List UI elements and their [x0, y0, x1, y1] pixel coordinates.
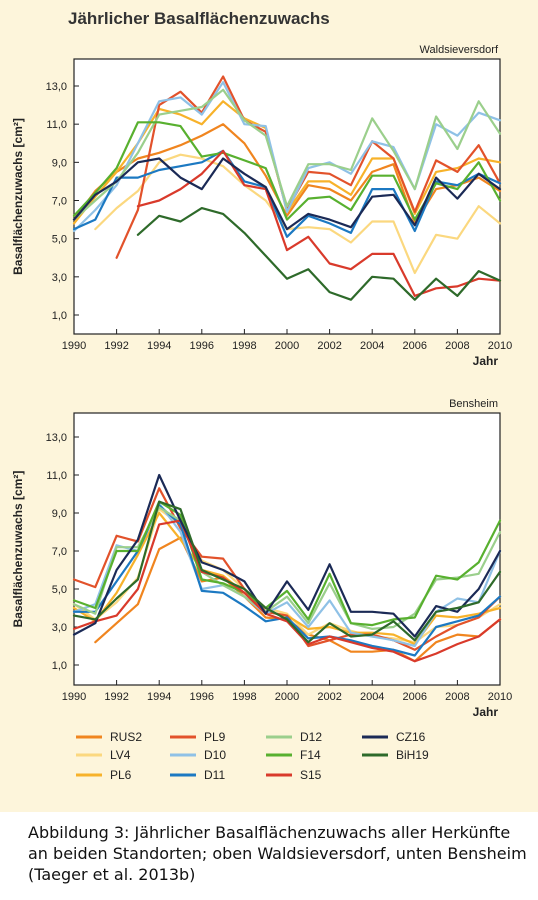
legend-label-lv4: LV4 [110, 748, 131, 762]
legend-label-d11: D11 [204, 768, 225, 782]
top-xtick-label: 1992 [104, 340, 128, 352]
bottom-xtick-label: 1992 [104, 691, 128, 703]
top-xtick-label: 2004 [360, 340, 384, 352]
top-xtick-label: 1996 [190, 340, 214, 352]
top-series-pl9 [115, 75, 502, 259]
top-ytick-label: 7,0 [52, 196, 67, 208]
legend-label-cz16: CZ16 [396, 730, 426, 744]
bottom-series-pl9 [72, 487, 502, 651]
top-series-bih19 [136, 207, 502, 301]
bottom-ytick-label: 11,0 [46, 470, 67, 482]
bottom-series-bih19 [72, 500, 502, 644]
bottom-series-f14 [72, 500, 502, 627]
top-xtick-label: 2006 [403, 340, 427, 352]
top-xtick-label: 2010 [488, 340, 512, 352]
bottom-xtick-label: 2006 [403, 691, 427, 703]
legend-label-rus2: RUS2 [110, 730, 142, 744]
bottom-ytick-label: 5,0 [52, 584, 67, 596]
top-series-d11 [72, 149, 502, 238]
top-ytick-label: 9,0 [52, 157, 67, 169]
top-ytick-label: 13,0 [46, 81, 67, 93]
top-ylabel: Basalflächenzuwachs [cm²] [11, 118, 25, 275]
bottom-ytick-label: 7,0 [52, 546, 67, 558]
legend-label-bih19: BiH19 [396, 748, 429, 762]
legend-label-d10: D10 [204, 748, 226, 762]
bottom-ytick-label: 3,0 [52, 622, 67, 634]
top-ytick-label: 3,0 [52, 272, 67, 284]
legend-label-f14: F14 [300, 748, 321, 762]
top-series-d12 [72, 88, 502, 221]
top-xtick-label: 1994 [147, 340, 171, 352]
top-xtick-label: 2008 [445, 340, 469, 352]
bottom-xtick-label: 2010 [488, 691, 512, 703]
bottom-series-cz16 [72, 473, 502, 638]
figure-caption: Abbildung 3: Jährlicher Basalflächenzuwa… [28, 823, 527, 884]
top-xlabel: Jahr [473, 354, 499, 368]
top-xtick-label: 1990 [62, 340, 86, 352]
top-ytick-label: 5,0 [52, 234, 67, 246]
bottom-series-s15 [72, 519, 502, 663]
bottom-xtick-label: 2002 [317, 691, 341, 703]
top-ytick-label: 11,0 [46, 119, 67, 131]
top-site-label: Waldsieversdorf [420, 44, 499, 56]
legend-label-s15: S15 [300, 768, 322, 782]
legend-label-pl6: PL6 [110, 768, 132, 782]
charts-svg: 1,0 3,0 5,0 7,0 9,0 11,0 13,0 1990 1992 1994 1996 1… [11, 44, 512, 782]
top-xtick-label: 2000 [275, 340, 299, 352]
top-series-s15 [136, 149, 502, 297]
bottom-xtick-label: 1990 [62, 691, 86, 703]
top-plot-area [73, 58, 501, 335]
bottom-xtick-label: 1996 [190, 691, 214, 703]
bottom-ytick-label: 13,0 [46, 432, 67, 444]
bottom-xtick-label: 1994 [147, 691, 171, 703]
bottom-xtick-label: 1998 [232, 691, 256, 703]
bottom-xtick-label: 2000 [275, 691, 299, 703]
figure-title: Jährlicher Basalflächenzuwachs [68, 9, 330, 28]
top-xtick-label: 2002 [317, 340, 341, 352]
bottom-ytick-label: 1,0 [52, 660, 67, 672]
top-series-d10 [72, 81, 502, 233]
bottom-xtick-label: 2004 [360, 691, 384, 703]
bottom-xtick-label: 2008 [445, 691, 469, 703]
bottom-site-label: Bensheim [449, 398, 498, 410]
bottom-ylabel: Basalflächenzuwachs [cm²] [11, 471, 25, 628]
legend-label-pl9: PL9 [204, 730, 226, 744]
top-xtick-label: 1998 [232, 340, 256, 352]
top-series-cz16 [72, 157, 502, 231]
bottom-ytick-label: 9,0 [52, 508, 67, 520]
bottom-xlabel: Jahr [473, 705, 499, 719]
top-ytick-label: 1,0 [52, 310, 67, 322]
legend-label-d12: D12 [300, 730, 322, 744]
